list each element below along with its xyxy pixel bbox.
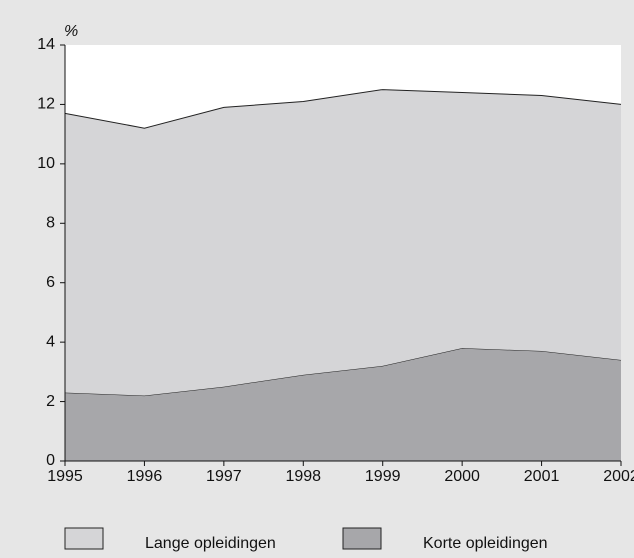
y-tick-label: 14 xyxy=(37,36,55,53)
y-tick-label: 2 xyxy=(46,393,55,410)
x-tick-label: 1997 xyxy=(206,468,242,485)
y-tick-label: 10 xyxy=(37,155,55,172)
y-axis-label: % xyxy=(64,23,78,40)
x-tick-label: 1996 xyxy=(127,468,163,485)
y-tick-label: 6 xyxy=(46,274,55,291)
x-tick-label: 2000 xyxy=(444,468,480,485)
y-tick-label: 12 xyxy=(37,96,55,113)
legend-swatch xyxy=(64,527,104,550)
x-tick-label: 2002 xyxy=(603,468,634,485)
y-tick-label: 8 xyxy=(46,215,55,232)
legend-label: Korte opleidingen xyxy=(423,535,548,552)
area xyxy=(65,89,621,396)
x-tick-label: 1995 xyxy=(47,468,83,485)
x-tick-label: 1998 xyxy=(285,468,321,485)
area xyxy=(65,348,621,461)
x-tick-label: 2001 xyxy=(524,468,560,485)
y-tick-label: 0 xyxy=(46,452,55,469)
x-tick-label: 1999 xyxy=(365,468,401,485)
legend-swatch xyxy=(342,527,382,550)
legend-label: Lange opleidingen xyxy=(145,535,276,552)
y-tick-label: 4 xyxy=(46,333,55,350)
area-outline xyxy=(64,89,622,129)
